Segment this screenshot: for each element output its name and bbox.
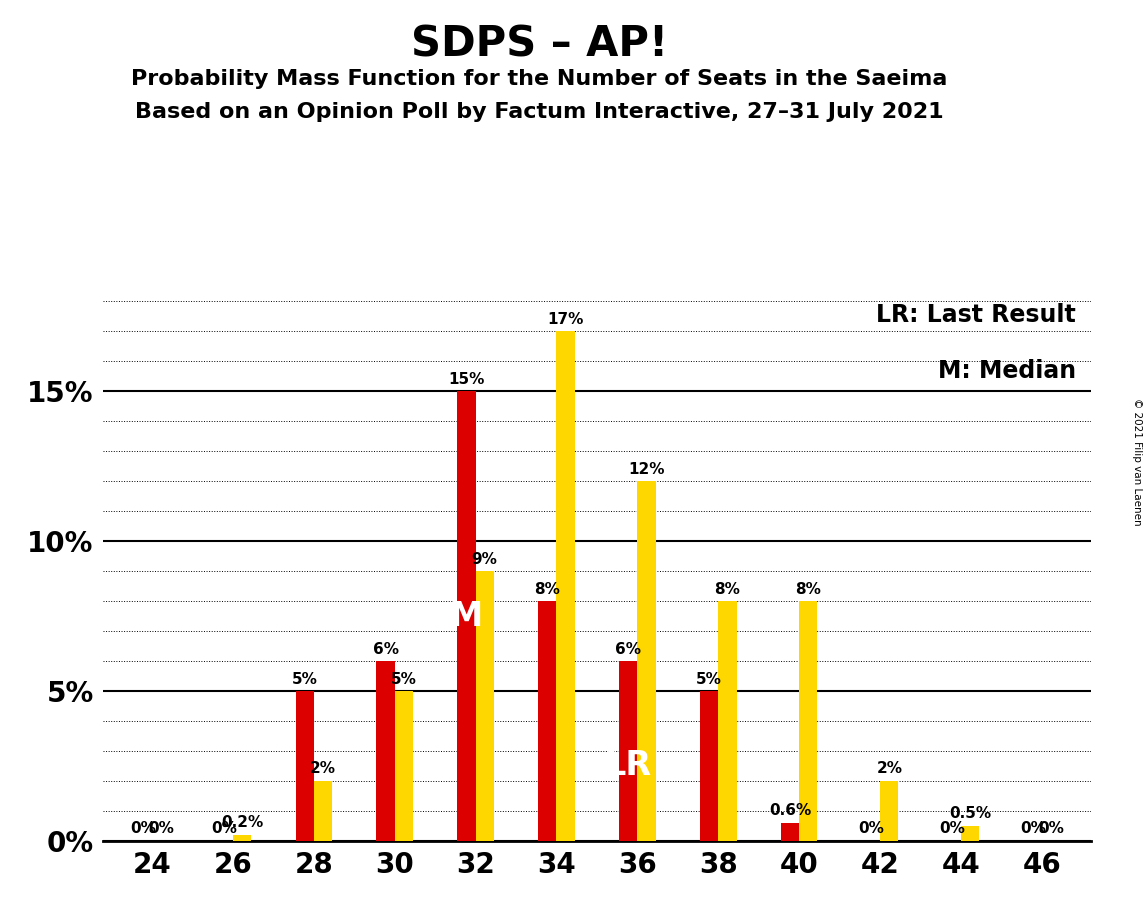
Text: 0%: 0% xyxy=(130,821,156,836)
Text: M: M xyxy=(450,600,483,633)
Bar xyxy=(457,392,475,841)
Bar xyxy=(637,481,656,841)
Text: M: Median: M: Median xyxy=(938,359,1076,383)
Text: 0.2%: 0.2% xyxy=(220,815,263,831)
Text: 6%: 6% xyxy=(615,641,642,657)
Text: 15%: 15% xyxy=(448,371,484,387)
Bar xyxy=(619,661,637,841)
Bar xyxy=(313,781,332,841)
Text: 0%: 0% xyxy=(1038,821,1064,836)
Text: 0.6%: 0.6% xyxy=(769,803,812,819)
Text: 8%: 8% xyxy=(535,581,560,597)
Text: 8%: 8% xyxy=(796,581,821,597)
Text: LR: Last Result: LR: Last Result xyxy=(876,303,1076,327)
Text: 5%: 5% xyxy=(697,672,722,687)
Bar xyxy=(961,826,979,841)
Text: SDPS – AP!: SDPS – AP! xyxy=(411,23,668,65)
Text: 9%: 9% xyxy=(472,552,497,566)
Text: Probability Mass Function for the Number of Seats in the Saeima: Probability Mass Function for the Number… xyxy=(131,69,948,90)
Text: 17%: 17% xyxy=(548,312,584,327)
Text: LR: LR xyxy=(605,749,652,783)
Bar xyxy=(719,602,737,841)
Bar xyxy=(557,332,575,841)
Bar xyxy=(377,661,395,841)
Bar xyxy=(295,691,313,841)
Text: 5%: 5% xyxy=(390,672,417,687)
Text: © 2021 Filip van Laenen: © 2021 Filip van Laenen xyxy=(1132,398,1142,526)
Bar xyxy=(799,602,817,841)
Text: 0%: 0% xyxy=(859,821,884,836)
Bar xyxy=(881,781,899,841)
Bar xyxy=(395,691,413,841)
Text: 0%: 0% xyxy=(1021,821,1046,836)
Text: 8%: 8% xyxy=(714,581,740,597)
Bar xyxy=(700,691,719,841)
Text: 2%: 2% xyxy=(310,761,336,776)
Text: 12%: 12% xyxy=(628,462,665,477)
Text: 0%: 0% xyxy=(939,821,965,836)
Bar xyxy=(233,835,251,841)
Text: 2%: 2% xyxy=(876,761,902,776)
Text: Based on an Opinion Poll by Factum Interactive, 27–31 July 2021: Based on an Opinion Poll by Factum Inter… xyxy=(135,102,944,122)
Text: 0%: 0% xyxy=(148,821,173,836)
Text: 6%: 6% xyxy=(373,641,398,657)
Bar xyxy=(475,571,494,841)
Bar xyxy=(538,602,557,841)
Text: 0%: 0% xyxy=(211,821,236,836)
Text: 5%: 5% xyxy=(292,672,318,687)
Bar xyxy=(781,823,799,841)
Text: 0.5%: 0.5% xyxy=(949,807,991,821)
